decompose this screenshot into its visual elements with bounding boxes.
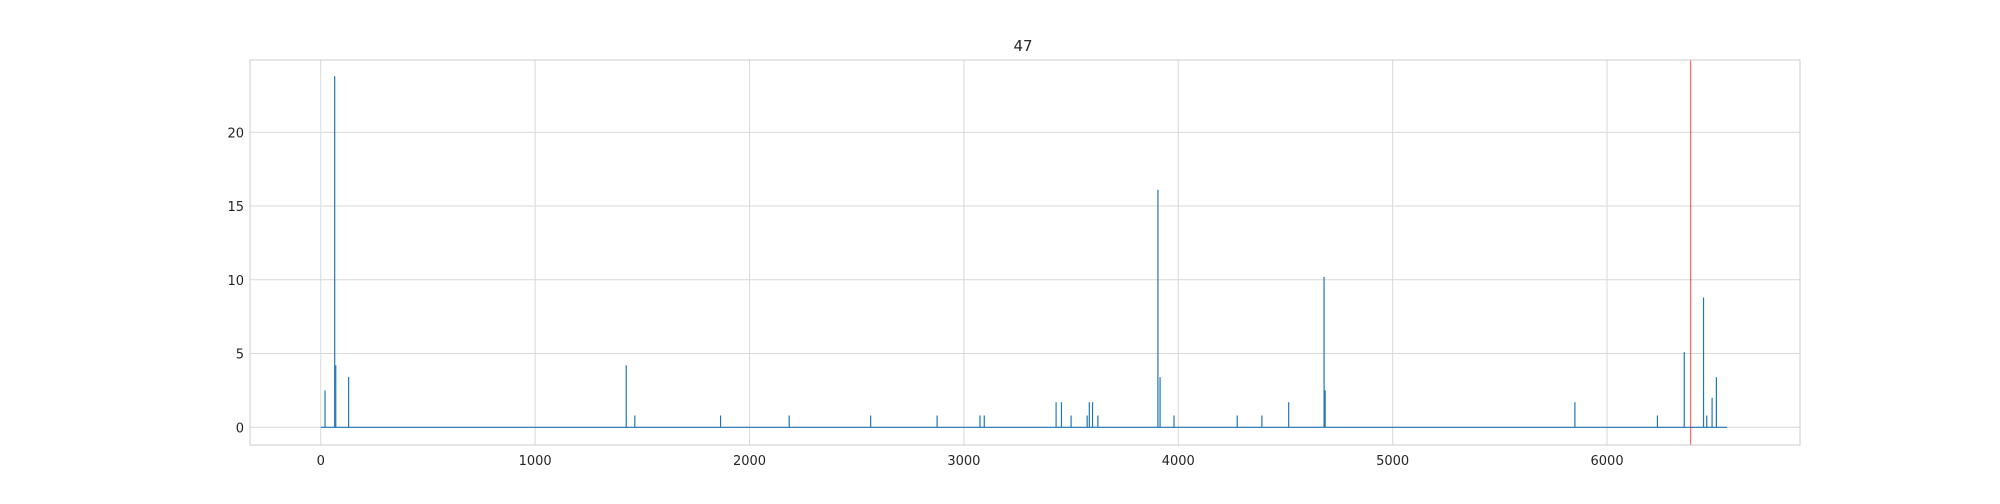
y-tick-label: 15 <box>227 200 244 215</box>
x-tick-label: 2000 <box>733 454 766 469</box>
x-tick-label: 4000 <box>1162 454 1195 469</box>
x-tick-label: 5000 <box>1376 454 1409 469</box>
y-tick-label: 10 <box>227 274 244 289</box>
series-layer <box>320 76 1728 428</box>
chart-title: 47 <box>1013 37 1032 55</box>
grid-layer <box>250 60 1800 445</box>
y-tick-label: 20 <box>227 126 244 141</box>
x-tick-label: 1000 <box>519 454 552 469</box>
x-tick-label: 0 <box>317 454 325 469</box>
y-tick-label: 0 <box>236 421 244 436</box>
plot-frame <box>249 59 1801 446</box>
x-tick-label: 3000 <box>947 454 980 469</box>
x-tick-label: 6000 <box>1591 454 1624 469</box>
tick-layer: 0 1000 2000 3000 4000 5000 6000 0 5 10 15 20 <box>227 126 1623 469</box>
y-tick-label: 5 <box>236 348 244 363</box>
